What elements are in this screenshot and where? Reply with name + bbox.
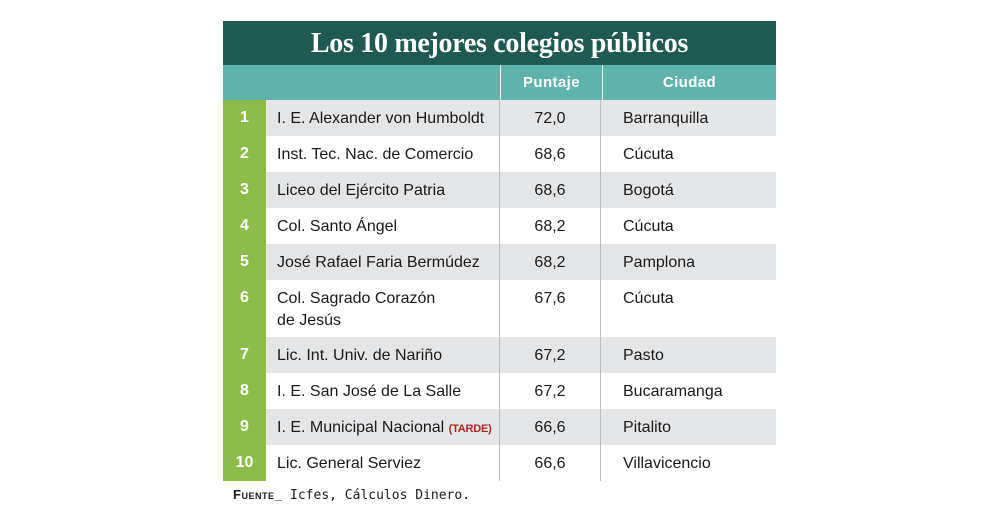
table-title: Los 10 mejores colegios públicos <box>223 21 776 65</box>
rank-cell: 9 <box>223 409 266 445</box>
table-row: 2 Inst. Tec. Nac. de Comercio 68,6 Cúcut… <box>223 136 776 172</box>
score-cell: 67,2 <box>500 337 601 373</box>
city-cell: Cúcuta <box>623 218 674 235</box>
school-name: Col. Sagrado Corazón de Jesús <box>266 280 500 337</box>
score-cell: 66,6 <box>500 409 601 445</box>
city-cell: Cúcuta <box>623 146 674 163</box>
source-text: Icfes, Cálculos Dinero. <box>282 488 471 503</box>
school-name: José Rafael Faria Bermúdez <box>266 244 500 280</box>
city-cell: Pamplona <box>601 244 776 280</box>
school-name: Inst. Tec. Nac. de Comercio <box>266 136 500 172</box>
school-name-line-2: de Jesús <box>277 312 342 329</box>
rank-cell: 1 <box>223 100 266 136</box>
score-cell: 68,2 <box>500 244 601 280</box>
table-row: 1 I. E. Alexander von Humboldt 72,0 Barr… <box>223 100 776 136</box>
city-cell: Pitalito <box>601 409 776 445</box>
ranking-table: Los 10 mejores colegios públicos Puntaje… <box>223 21 776 481</box>
school-name: I. E. Municipal Nacional (TARDE) <box>266 409 500 445</box>
score-cell: 72,0 <box>500 100 601 136</box>
score-cell: 68,6 <box>500 136 601 172</box>
rank-cell: 7 <box>223 337 266 373</box>
city-cell: Villavicencio <box>623 455 711 472</box>
source-label: Fuente_ <box>233 487 283 502</box>
rank-cell: 8 <box>223 373 266 409</box>
rank-cell: 6 <box>223 280 266 337</box>
table-row: 7 Lic. Int. Univ. de Nariño 67,2 Pasto <box>223 337 776 373</box>
table-row: 3 Liceo del Ejército Patria 68,6 Bogotá <box>223 172 776 208</box>
table-row: 6 Col. Sagrado Corazón de Jesús 67,6 Cúc… <box>223 280 776 337</box>
table-row: 5 José Rafael Faria Bermúdez 68,2 Pamplo… <box>223 244 776 280</box>
score-cell: 67,2 <box>500 373 601 409</box>
school-name: I. E. San José de La Salle <box>266 373 500 409</box>
table-header: Puntaje Ciudad <box>223 65 776 100</box>
rank-cell: 3 <box>223 172 266 208</box>
shift-note: (TARDE) <box>448 423 492 435</box>
table-row: 8 I. E. San José de La Salle 67,2 Bucara… <box>223 373 776 409</box>
rank-cell: 2 <box>223 136 266 172</box>
table-row: 10 Lic. General Serviez 66,6 Villavicenc… <box>223 445 776 481</box>
header-city: Ciudad <box>662 74 717 91</box>
city-cell: Bucaramanga <box>623 383 723 400</box>
rank-cell: 5 <box>223 244 266 280</box>
city-cell: Bogotá <box>601 172 776 208</box>
city-cell: Barranquilla <box>601 100 776 136</box>
school-name: Liceo del Ejército Patria <box>266 172 500 208</box>
score-cell: 67,6 <box>500 280 601 337</box>
score-cell: 68,6 <box>500 172 601 208</box>
city-cell: Cúcuta <box>623 290 674 307</box>
header-name <box>223 65 501 100</box>
school-name-line-1: Col. Sagrado Corazón <box>277 290 436 307</box>
school-name-text: I. E. Municipal Nacional <box>277 419 445 436</box>
rank-cell: 10 <box>223 445 266 481</box>
table-row: 9 I. E. Municipal Nacional (TARDE) 66,6 … <box>223 409 776 445</box>
school-name: Col. Santo Ángel <box>266 208 500 244</box>
table-row: 4 Col. Santo Ángel 68,2 Cúcuta <box>223 208 776 244</box>
rank-cell: 4 <box>223 208 266 244</box>
score-cell: 66,6 <box>500 445 601 481</box>
score-cell: 68,2 <box>500 208 601 244</box>
school-name: Lic. Int. Univ. de Nariño <box>266 337 500 373</box>
source-note: Fuente_ Icfes, Cálculos Dinero. <box>233 487 470 503</box>
school-name: I. E. Alexander von Humboldt <box>266 100 500 136</box>
header-score: Puntaje <box>501 65 603 100</box>
city-cell: Pasto <box>601 337 776 373</box>
school-name: Lic. General Serviez <box>266 445 500 481</box>
